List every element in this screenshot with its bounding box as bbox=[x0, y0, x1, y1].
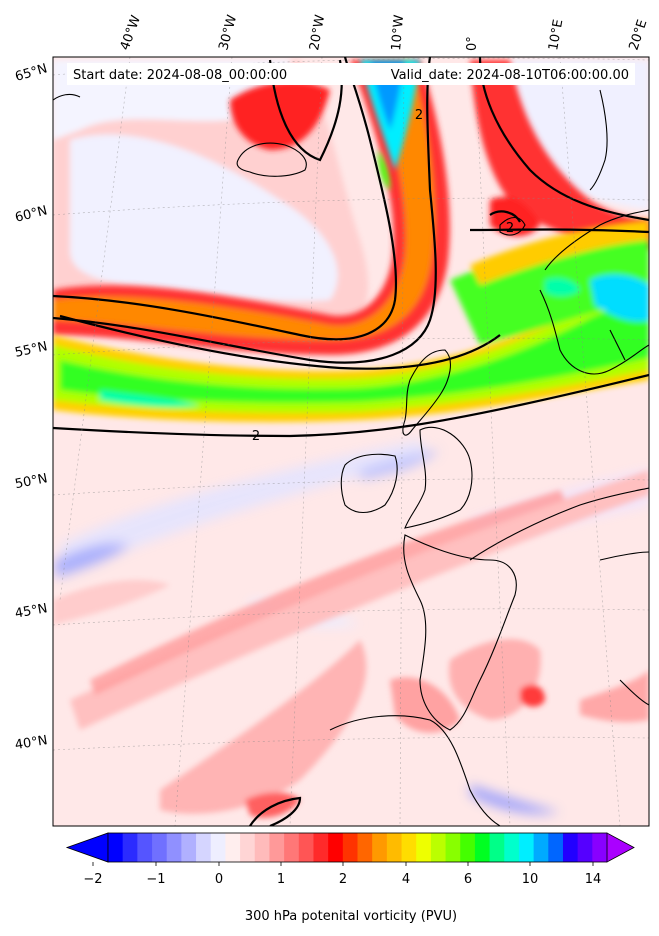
colorbar-swatch bbox=[533, 833, 549, 862]
colorbar-title: 300 hPa potenital vorticity (PVU) bbox=[245, 909, 457, 924]
contour-label-east: 2 bbox=[506, 221, 514, 236]
colorbar-swatch bbox=[122, 833, 138, 862]
graticule bbox=[53, 57, 649, 826]
colorbar-swatch bbox=[313, 833, 329, 862]
lon-label-10w: 10°W bbox=[389, 14, 407, 51]
lat-label-55n: 55°N bbox=[14, 339, 49, 360]
colorbar-tick-label: −1 bbox=[146, 872, 165, 887]
colorbar-swatch bbox=[401, 833, 417, 862]
pv-field: 2 2 2 bbox=[53, 57, 649, 826]
pv2-contours bbox=[53, 57, 649, 826]
colorbar-swatch bbox=[445, 833, 461, 862]
colorbar-swatch bbox=[518, 833, 535, 862]
colorbar-swatch bbox=[166, 833, 182, 862]
colorbar-extend-max bbox=[606, 832, 635, 863]
colorbar-tick-label: 14 bbox=[585, 872, 602, 887]
colorbar-swatch bbox=[210, 833, 227, 862]
colorbar-swatch bbox=[460, 833, 476, 862]
colorbar-tick-label: 1 bbox=[277, 872, 285, 887]
colorbar-swatch bbox=[108, 833, 124, 862]
latitude-labels: 65°N 60°N 55°N 50°N 45°N 40°N bbox=[13, 61, 49, 753]
colorbar-swatch bbox=[240, 833, 256, 862]
colorbar-swatch bbox=[416, 833, 432, 862]
colorbar-swatch bbox=[342, 833, 359, 862]
colorbar-swatch bbox=[548, 833, 564, 862]
lon-label-0: 0° bbox=[465, 36, 480, 51]
colorbar-swatch bbox=[298, 833, 315, 862]
colorbar-swatch bbox=[489, 833, 505, 862]
lon-label-10e: 10°E bbox=[546, 18, 566, 51]
colorbar-swatch bbox=[474, 833, 491, 862]
colorbar-swatch bbox=[225, 833, 241, 862]
colorbar-tick-label: 4 bbox=[402, 872, 410, 887]
lat-label-65n: 65°N bbox=[13, 61, 49, 84]
colorbar-tick-label: 0 bbox=[215, 872, 223, 887]
colorbar-swatch bbox=[196, 833, 212, 862]
colorbar-swatch bbox=[592, 833, 608, 862]
map-frame bbox=[52, 56, 650, 827]
contour-label-south: 2 bbox=[252, 429, 260, 444]
colorbar-tick-label: −2 bbox=[83, 872, 102, 887]
coastlines bbox=[53, 89, 649, 826]
colorbar-swatch bbox=[328, 833, 344, 862]
colorbar-swatch bbox=[181, 833, 197, 862]
colorbar-swatch bbox=[284, 833, 300, 862]
colorbar-swatch bbox=[269, 833, 285, 862]
lon-label-30w: 30°W bbox=[216, 13, 240, 52]
lat-label-50n: 50°N bbox=[14, 471, 49, 492]
colorbar-swatch bbox=[254, 833, 271, 862]
colorbar-tick-label: 10 bbox=[522, 872, 539, 887]
contour-label-north: 2 bbox=[415, 108, 423, 123]
colorbar-extend-min bbox=[65, 832, 109, 863]
colorbar-swatch bbox=[357, 833, 373, 862]
colorbar-frame bbox=[107, 832, 608, 863]
colorbar: −2 −1 0 1 2 4 6 10 14 bbox=[65, 832, 635, 887]
valid-date-label: Valid_date: 2024-08-10T06:00:00.00 bbox=[391, 68, 629, 83]
date-info-box bbox=[67, 63, 635, 85]
colorbar-swatch bbox=[577, 833, 593, 862]
colorbar-swatch bbox=[562, 833, 579, 862]
colorbar-swatch bbox=[137, 833, 153, 862]
colorbar-tick-label: 2 bbox=[339, 872, 347, 887]
colorbar-tick-label: 6 bbox=[464, 872, 472, 887]
colorbar-swatch bbox=[152, 833, 168, 862]
lon-label-20w: 20°W bbox=[307, 14, 328, 52]
colorbar-swatch bbox=[504, 833, 520, 862]
colorbar-swatch bbox=[372, 833, 388, 862]
lat-label-40n: 40°N bbox=[14, 733, 49, 753]
longitude-labels: 40°W 30°W 20°W 10°W 0° 10°E 20°E bbox=[118, 13, 651, 52]
start-date-label: Start date: 2024-08-08_00:00:00 bbox=[73, 68, 287, 83]
lat-label-60n: 60°N bbox=[14, 203, 49, 225]
colorbar-swatch bbox=[430, 833, 447, 862]
lat-label-45n: 45°N bbox=[14, 601, 49, 621]
colorbar-swatch bbox=[386, 833, 403, 862]
lon-label-20e: 20°E bbox=[627, 18, 651, 52]
lon-label-40w: 40°W bbox=[118, 13, 144, 52]
